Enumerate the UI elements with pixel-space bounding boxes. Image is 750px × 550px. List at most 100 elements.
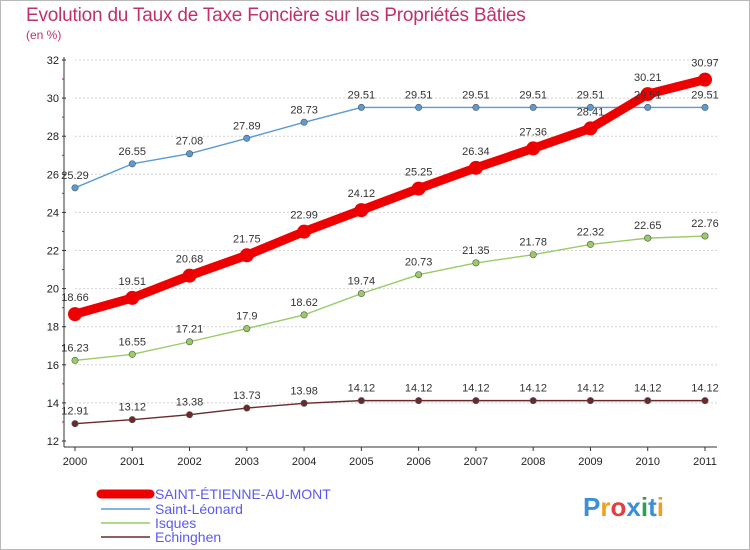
data-point [472,259,480,267]
data-label: 29.51 [634,89,662,101]
data-point [357,397,365,405]
data-label: 22.76 [691,218,719,230]
data-point [415,397,423,405]
data-point [415,271,423,279]
data-label: 21.78 [519,237,547,249]
data-point [300,118,308,126]
data-point [239,248,254,263]
y-tick-label: 26 [47,169,59,181]
data-label: 14.12 [405,383,433,395]
data-point [586,103,594,111]
data-label: 16.55 [119,336,147,348]
data-label: 17.9 [236,311,257,323]
data-label: 25.29 [61,170,89,182]
data-label: 14.12 [691,383,719,395]
data-point [71,420,79,428]
data-label: 20.73 [405,257,433,269]
data-label: 28.73 [290,104,318,116]
y-tick-label: 16 [47,360,59,372]
data-point [243,325,251,333]
data-label: 22.32 [577,226,605,238]
data-point [529,397,537,405]
data-label: 19.51 [119,276,147,288]
data-label: 26.55 [119,146,147,158]
proxiti-logo: Proxiti [583,492,664,522]
y-tick-label: 12 [47,436,59,448]
unit-label: (en %) [26,28,62,42]
data-point [529,103,537,111]
data-point [125,290,140,305]
data-point [71,184,79,192]
logo-letter: i [641,492,648,522]
data-point [698,72,712,87]
data-label: 14.12 [462,383,490,395]
data-label: 30.97 [691,58,719,70]
data-label: 19.74 [348,276,376,288]
data-point [182,268,197,283]
data-label: 13.12 [119,402,147,414]
data-point [586,240,594,248]
x-tick-label: 2008 [521,456,545,468]
legend-label: Isques [155,515,196,531]
data-point [243,404,251,412]
logo-letter: o [610,492,626,522]
y-tick-label: 32 [47,55,59,67]
data-label: 13.98 [290,385,318,397]
data-point [583,121,598,136]
x-tick-label: 2000 [63,456,87,468]
data-point [644,103,652,111]
y-tick-label: 14 [47,398,59,410]
data-labels: 18.66 19.51 20.68 21.75 22.99 24.12 25.25 26.34… [61,58,719,418]
y-tick-label: 20 [47,284,59,296]
data-point [186,338,194,346]
data-label: 14.12 [519,383,547,395]
x-tick-label: 2010 [635,456,659,468]
y-tick-label: 18 [47,322,59,334]
data-point [186,150,194,158]
data-point [354,203,369,218]
data-label: 14.12 [348,383,376,395]
data-point [644,397,652,405]
data-point [300,311,308,319]
x-tick-label: 2004 [292,456,316,468]
data-point [68,307,82,322]
data-label: 20.68 [176,254,204,266]
chart-title: Evolution du Taux de Taxe Foncière sur l… [26,5,526,26]
data-label: 29.51 [405,89,433,101]
x-tick-label: 2006 [406,456,430,468]
data-point [411,181,426,196]
x-tick-label: 2007 [464,456,488,468]
logo-letter: P [583,492,600,522]
data-point [640,87,655,102]
data-label: 18.62 [290,297,318,309]
data-label: 24.12 [348,188,376,200]
data-point [472,103,480,111]
y-tick-label: 28 [47,131,59,143]
data-label: 22.65 [634,220,662,232]
series-line-2 [74,235,706,362]
data-label: 12.91 [61,406,89,418]
data-label: 13.38 [176,397,204,409]
data-point [71,356,79,364]
data-label: 14.12 [577,383,605,395]
legend-label: Saint-Léonard [155,501,243,517]
data-label: 29.51 [348,89,376,101]
legend-label: Echinghen [155,529,221,545]
data-point [297,224,312,239]
y-tick-label: 30 [47,93,59,105]
data-label: 29.51 [462,89,490,101]
data-point [128,160,136,168]
data-label: 18.66 [61,292,89,304]
y-tick-label: 22 [47,246,59,258]
data-point [186,411,194,419]
axes: 12 14 16 18 20 22 24 26 28 30 32 2000 2001 2002 2003 20… [47,55,717,468]
data-label: 29.51 [691,89,719,101]
series-line-0 [70,75,710,319]
series-line-3 [74,399,706,425]
data-label: 29.51 [577,89,605,101]
data-point [644,234,652,242]
data-label: 14.12 [634,383,662,395]
data-point [701,397,709,405]
